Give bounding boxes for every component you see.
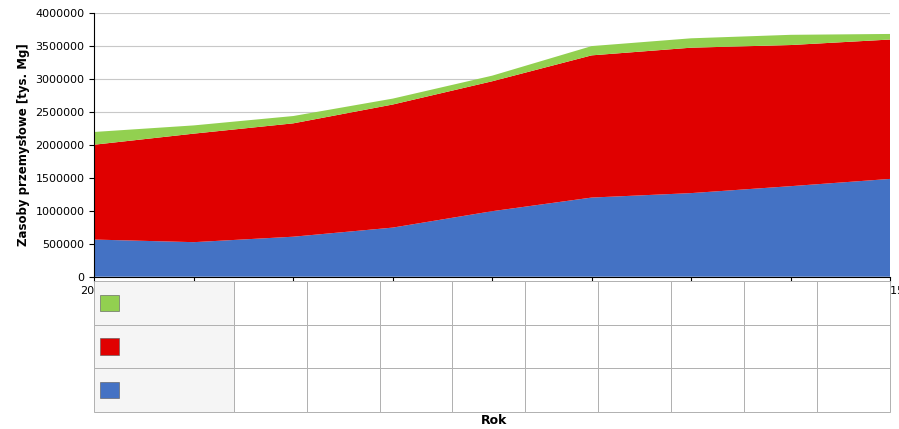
Text: 1645423: 1645423	[320, 341, 366, 351]
Text: 1372457: 1372457	[758, 385, 804, 395]
Text: 1438383: 1438383	[247, 341, 293, 351]
Text: 1482742: 1482742	[831, 385, 877, 395]
Text: 523761: 523761	[324, 385, 363, 395]
Text: złoża żwirowe: złoża żwirowe	[125, 298, 198, 308]
Text: 744487: 744487	[469, 385, 509, 395]
Text: 2204647: 2204647	[684, 341, 731, 351]
Text: 993332: 993332	[542, 385, 582, 395]
Y-axis label: Zasoby przemysłowe [tys. Mg]: Zasoby przemysłowe [tys. Mg]	[17, 43, 30, 246]
Text: złoża plaskowo-żwirowe: złoża plaskowo-żwirowe	[125, 341, 250, 351]
Text: 1199924: 1199924	[611, 385, 658, 395]
Text: 124774: 124774	[324, 298, 363, 308]
Text: 563161: 563161	[250, 385, 290, 395]
Text: 110938: 110938	[396, 298, 436, 308]
Text: 2113094: 2113094	[831, 341, 877, 351]
Text: Rok: Rok	[481, 414, 508, 427]
Text: złoża piaskowe: złoża piaskowe	[125, 385, 204, 395]
Text: 84651: 84651	[837, 298, 870, 308]
Text: 1969766: 1969766	[539, 341, 585, 351]
Text: 154832: 154832	[761, 298, 800, 308]
Text: 1718651: 1718651	[393, 341, 440, 351]
Text: 1267456: 1267456	[684, 385, 731, 395]
Text: 142367: 142367	[688, 298, 727, 308]
Text: 1866140: 1866140	[466, 341, 512, 351]
Text: 2155919: 2155919	[611, 341, 658, 351]
Text: 140383: 140383	[615, 298, 654, 308]
Text: 84963: 84963	[546, 298, 578, 308]
Text: 2139846: 2139846	[758, 341, 804, 351]
Text: 606514: 606514	[396, 385, 436, 395]
Text: 193062: 193062	[251, 298, 290, 308]
Text: 89513: 89513	[472, 298, 505, 308]
